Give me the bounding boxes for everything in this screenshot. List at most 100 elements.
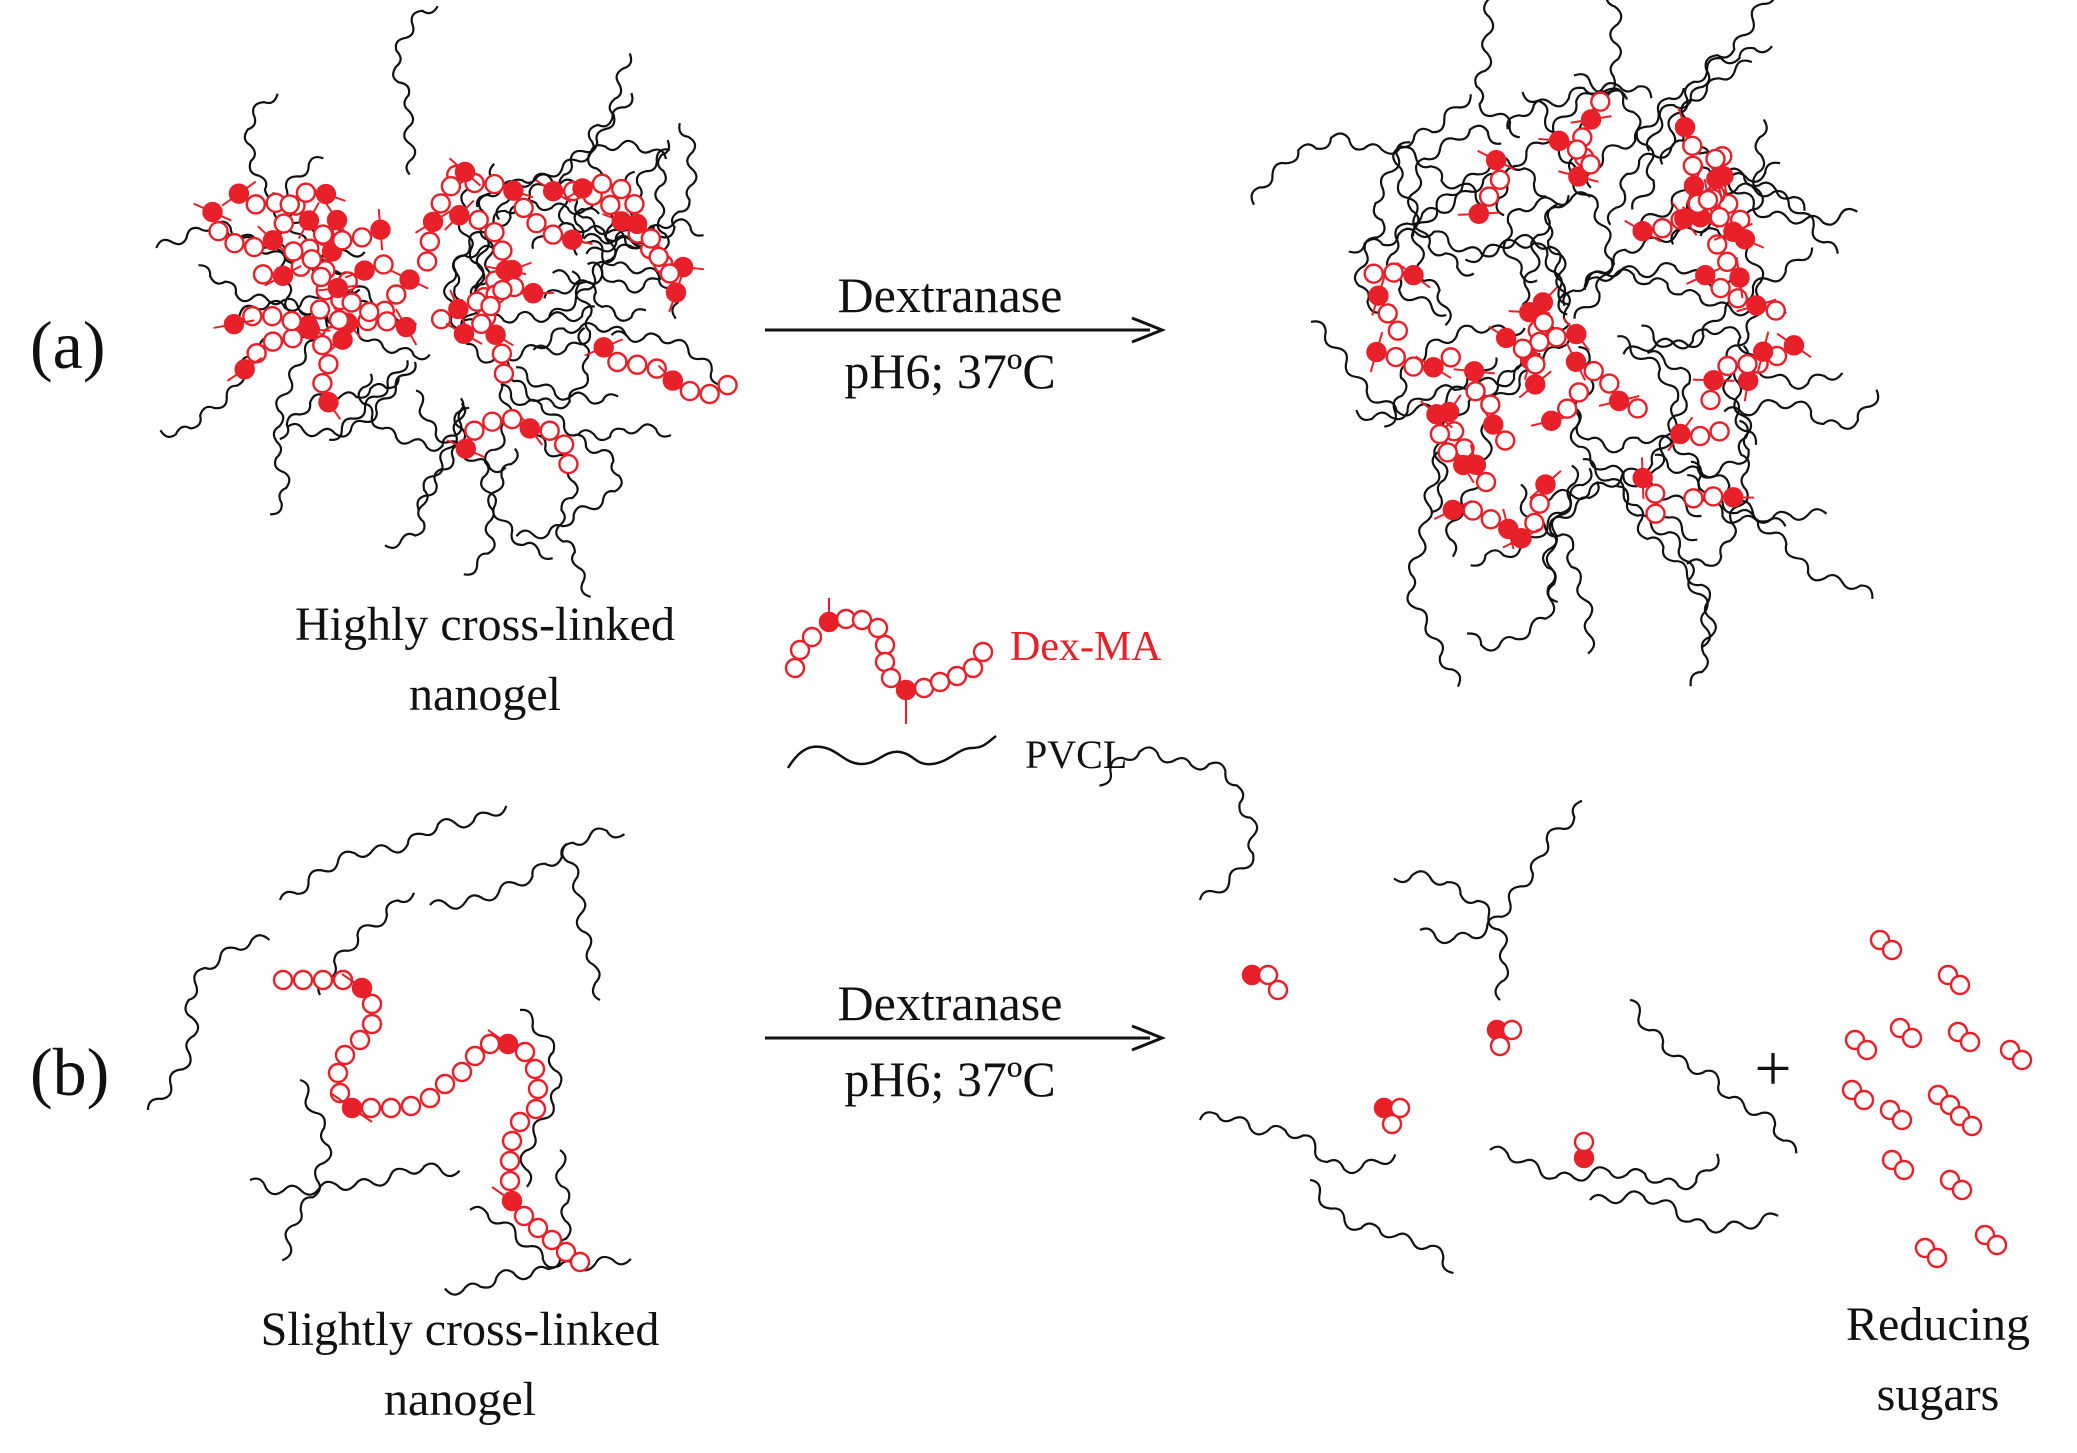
- methacrylate-unit: [1674, 208, 1695, 229]
- glucose-unit: [1590, 91, 1611, 112]
- glucose-unit: [1495, 430, 1516, 451]
- partially-degraded-nanogel: [1250, 0, 1880, 688]
- glucose-unit: [434, 1073, 456, 1095]
- enzyme-label-b: Dextranase: [838, 975, 1063, 1031]
- methacrylate-unit: [519, 418, 541, 439]
- glucose-unit: [1652, 218, 1673, 239]
- glucose-unit: [273, 213, 294, 234]
- methacrylate-unit: [1674, 116, 1696, 138]
- pvcl-chain: [1690, 460, 1828, 524]
- glucose-unit: [1707, 234, 1728, 255]
- glucose-unit: [699, 383, 720, 405]
- methacrylate-unit: [228, 183, 250, 204]
- glucose-unit: [1257, 964, 1279, 986]
- pvcl-chain: [1545, 480, 1600, 604]
- methacrylate-unit: [370, 219, 391, 240]
- glucose-unit: [526, 213, 547, 234]
- reaction-arrow-a: [765, 316, 1167, 344]
- glucose-unit: [468, 209, 489, 231]
- pvcl-chain: [281, 1078, 333, 1262]
- pvcl-chain: [1099, 746, 1259, 901]
- methacrylate-unit: [1670, 423, 1691, 445]
- glucose-unit: [874, 634, 896, 656]
- pvcl-chain: [1606, 139, 1781, 226]
- methacrylate-unit: [1783, 335, 1805, 356]
- pvcl-chain: [573, 92, 634, 256]
- glucose-unit: [380, 1097, 402, 1119]
- glucose-unit: [514, 1041, 536, 1063]
- glucose-unit: [419, 231, 441, 252]
- reducing-sugars-label-line2: sugars: [1877, 1368, 2000, 1421]
- glucose-unit: [1533, 312, 1554, 333]
- glucose-unit: [851, 609, 873, 631]
- pvcl-chain: [469, 1205, 632, 1272]
- pvcl-chain: [519, 1008, 563, 1188]
- methacrylate-unit: [453, 323, 475, 345]
- glucose-unit: [1429, 423, 1451, 445]
- methacrylate-unit: [1632, 220, 1653, 242]
- glucose-unit: [492, 240, 513, 261]
- methacrylate-unit: [399, 269, 420, 290]
- glucose-unit: [1381, 1113, 1403, 1135]
- glucose-unit: [208, 220, 229, 242]
- pvcl-chain: [1250, 132, 1487, 208]
- pvcl-chain: [1622, 326, 1844, 390]
- pvcl-chain: [495, 326, 591, 410]
- conditions-label-a: pH6; 37ºC: [844, 343, 1055, 399]
- legend-dex-ma-symbol: [784, 598, 994, 724]
- glucose-unit: [1462, 500, 1484, 521]
- pvcl-chain: [328, 360, 409, 441]
- glucose-unit: [1389, 1097, 1411, 1119]
- glucose-unit: [501, 408, 523, 430]
- glucose-unit: [1697, 189, 1719, 211]
- pvcl-chain: [146, 934, 271, 1111]
- glucose-unit: [309, 299, 331, 320]
- glucose-unit: [224, 232, 245, 254]
- glucose-unit: [373, 254, 394, 275]
- methacrylate-unit: [1632, 467, 1653, 489]
- methacrylate-unit: [1723, 487, 1744, 508]
- glucose-unit: [361, 993, 383, 1015]
- glucose-unit: [929, 671, 951, 693]
- glucose-unit: [962, 657, 984, 679]
- glucose-unit: [1437, 442, 1458, 463]
- glucose-unit: [1501, 1019, 1523, 1041]
- glucose-unit: [334, 1044, 356, 1066]
- pvcl-chain: [480, 374, 553, 561]
- pvcl-chain: [1419, 799, 1583, 945]
- glucose-unit: [499, 1170, 521, 1192]
- methacrylate-unit: [1566, 323, 1587, 345]
- pvcl-chain: [515, 366, 619, 405]
- reducing-sugars-cluster: [1841, 929, 2033, 1269]
- glucose-unit: [1385, 346, 1407, 368]
- glucose-unit: [464, 1045, 486, 1067]
- panel-b-tag: (b): [30, 1034, 109, 1110]
- methacrylate-unit: [1568, 166, 1589, 187]
- pvcl-chain: [1506, 82, 1653, 130]
- glucose-unit: [1709, 206, 1730, 228]
- glucose-unit: [1475, 471, 1497, 493]
- pvcl-chain: [500, 383, 672, 442]
- glucose-unit: [1529, 493, 1550, 514]
- glucose-unit: [295, 182, 317, 203]
- glucose-unit: [1737, 353, 1758, 375]
- glucose-unit: [419, 1087, 441, 1109]
- glucose-unit: [359, 301, 380, 323]
- highly-crosslinked-nanogel: [155, 5, 738, 598]
- dissolved-nanogel-fragments: [1099, 746, 1798, 1275]
- methacrylate-unit: [497, 1033, 519, 1055]
- pvcl-chain: [1645, 0, 1775, 152]
- glucose-unit: [328, 309, 350, 331]
- pvcl-chain: [561, 843, 601, 1001]
- methacrylate-unit: [1423, 357, 1444, 378]
- pvcl-chain: [1348, 227, 1569, 306]
- methacrylate-unit: [562, 229, 583, 250]
- pvcl-chain: [357, 373, 470, 452]
- methacrylate-unit: [1729, 267, 1750, 288]
- glucose-unit: [310, 266, 332, 288]
- methacrylate-unit: [298, 210, 320, 231]
- reaction-arrow-b: [765, 1024, 1167, 1052]
- pvcl-chain: [429, 827, 626, 910]
- glucose-unit: [479, 1033, 501, 1055]
